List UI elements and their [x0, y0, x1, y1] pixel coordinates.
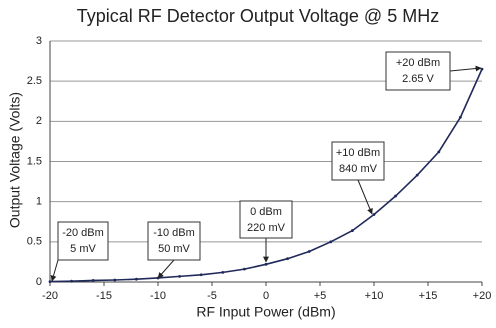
x-tick-label: 0: [263, 290, 269, 302]
x-tick-label: +15: [419, 290, 438, 302]
data-point: [480, 67, 484, 71]
x-tick-label: -10: [150, 290, 166, 302]
annotation-box: [385, 51, 451, 91]
annotation-text: 5 mV: [70, 243, 96, 255]
y-tick-label: 3: [36, 35, 42, 47]
y-tick-label: 2.5: [27, 75, 42, 87]
x-tick-label: -15: [96, 290, 112, 302]
annotation-text: -10 dBm: [153, 227, 195, 239]
y-tick-label: 1: [36, 196, 42, 208]
annotation-text: 50 mV: [158, 243, 190, 255]
data-point: [437, 150, 441, 154]
x-tick-label: -5: [207, 290, 217, 302]
x-axis-label: RF Input Power (dBm): [196, 304, 335, 320]
annotation-text: 220 mV: [247, 222, 286, 234]
y-tick-label: 2: [36, 115, 42, 127]
annotation-box: [147, 221, 201, 261]
data-point: [135, 277, 138, 281]
x-tick-label: -20: [42, 290, 58, 302]
data-point: [91, 278, 95, 282]
data-point: [264, 262, 268, 266]
annotation-text: 2.65 V: [402, 73, 434, 85]
annotation-text: -20 dBm: [62, 227, 104, 239]
data-point: [394, 194, 397, 198]
data-point: [199, 273, 203, 277]
data-point: [48, 280, 52, 283]
annotation-arrow: [449, 65, 482, 72]
data-point: [459, 115, 462, 119]
data-point: [415, 173, 419, 177]
y-tick-label: 0: [36, 276, 42, 288]
y-tick-label: 1.5: [27, 155, 42, 167]
annotation-text: 840 mV: [339, 163, 378, 175]
x-tick-label: +10: [365, 290, 384, 302]
data-point: [243, 267, 246, 271]
x-tick-label: +5: [314, 290, 327, 302]
annotation-box: [331, 141, 385, 181]
annotation-box: [239, 200, 293, 239]
annotation-text: 0 dBm: [250, 206, 282, 218]
data-point: [372, 213, 376, 216]
annotation-box: [57, 221, 109, 261]
data-point: [221, 270, 225, 274]
data-point: [113, 278, 117, 282]
data-point: [351, 229, 354, 232]
x-tick-label: +20: [473, 290, 492, 302]
data-point: [70, 279, 73, 283]
annotation-arrow: [50, 259, 59, 282]
annotation-text: +10 dBm: [336, 147, 380, 159]
y-axis-label: Output Voltage (Volts): [7, 92, 23, 228]
data-point: [178, 274, 182, 278]
y-tick-label: 0.5: [27, 236, 42, 248]
annotation-arrow: [357, 179, 373, 215]
annotation-text: +20 dBm: [396, 57, 440, 69]
chart-title: Typical RF Detector Output Voltage @ 5 M…: [77, 6, 439, 26]
annotation-arrow: [157, 259, 175, 279]
data-point: [329, 240, 333, 244]
data-point: [286, 257, 289, 261]
data-point: [307, 250, 311, 253]
